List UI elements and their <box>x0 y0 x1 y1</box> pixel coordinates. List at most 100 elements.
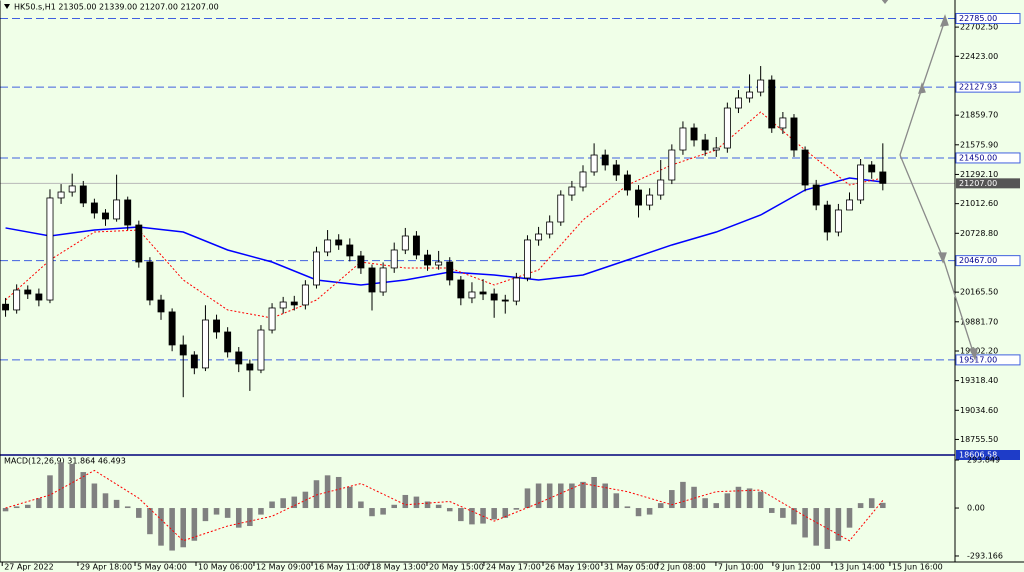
macd-bar <box>91 483 98 509</box>
candle-body <box>668 149 676 181</box>
candle-body <box>390 249 398 269</box>
level-label-box <box>955 81 1021 93</box>
macd-bar <box>280 498 286 509</box>
macd-bar <box>446 508 453 512</box>
macd-bar <box>491 508 497 520</box>
macd-bar <box>746 488 753 509</box>
candle-body <box>446 261 454 281</box>
candle-body <box>346 244 354 257</box>
price-pane <box>0 17 955 456</box>
candle-body <box>779 117 787 129</box>
candle-body <box>57 191 65 199</box>
y-tick-label: 20165.50 <box>960 288 998 297</box>
y-tick-label: 21575.90 <box>960 140 998 149</box>
macd-bar <box>724 493 731 509</box>
macd-bar <box>69 463 75 509</box>
macd-bar <box>102 493 109 509</box>
collapse-icon[interactable] <box>4 4 10 9</box>
macd-bar <box>768 508 775 513</box>
macd-bar <box>380 508 386 515</box>
macd-bar <box>624 506 631 509</box>
candle-body <box>812 184 820 206</box>
candle-body <box>190 354 198 369</box>
macd-bar <box>169 508 175 551</box>
candle-body <box>701 139 709 151</box>
arrow-down-mid <box>937 252 947 264</box>
macd-bar <box>313 480 320 509</box>
macd-bar <box>780 508 786 518</box>
macd-bar <box>369 508 375 517</box>
macd-bar <box>147 508 153 535</box>
candle-body <box>368 267 376 293</box>
x-tick-label: 27 Apr 2022 <box>4 563 53 572</box>
macd-bar <box>868 498 875 509</box>
macd-bar <box>524 488 531 509</box>
y-tick-label: 19318.40 <box>960 376 998 385</box>
candle-body <box>290 301 298 306</box>
y-tick-label: 22423.00 <box>960 52 998 61</box>
candle-body <box>535 233 543 241</box>
level-label-box <box>955 255 1021 267</box>
candle-body <box>79 185 87 204</box>
macd-bar <box>402 494 409 509</box>
macd-bar <box>258 508 264 515</box>
macd-bar <box>802 508 808 538</box>
y-tick-label: 22702.50 <box>960 23 998 32</box>
macd-bar <box>269 501 275 509</box>
macd-bar <box>535 483 542 509</box>
macd-bar <box>613 493 620 509</box>
projection-arrows <box>881 0 978 361</box>
candle-body <box>68 185 76 193</box>
macd-bar <box>247 508 253 527</box>
candle-body <box>179 344 187 356</box>
candle-body <box>213 319 220 333</box>
candle-body <box>235 351 243 365</box>
last-price-label: 21207.00 <box>959 179 997 188</box>
candle-body <box>435 261 443 266</box>
candle-body <box>2 303 10 311</box>
candle-body <box>679 127 687 151</box>
macd-bar <box>558 483 564 509</box>
x-tick-label: 20 May 15:00 <box>429 563 484 572</box>
candle-body <box>524 239 531 279</box>
macd-bar <box>735 486 742 509</box>
y-tick-label: 0.00 <box>967 504 985 513</box>
level-label: 21450.00 <box>959 153 997 162</box>
candle-body <box>823 204 831 233</box>
y-tick-label: 20728.80 <box>960 229 998 238</box>
macd-bar <box>857 503 864 509</box>
x-tick-label: 26 May 19:00 <box>545 563 600 572</box>
macd-bar <box>2 508 9 512</box>
macd-bar <box>13 506 20 509</box>
candle-body <box>124 199 132 226</box>
candle-body <box>635 189 642 206</box>
x-tick-label: 16 May 11:00 <box>314 563 369 572</box>
y-tick-label: 19881.70 <box>960 317 998 326</box>
candle-body <box>468 291 476 299</box>
macd-bar <box>113 499 120 509</box>
candle-body <box>646 194 654 206</box>
macd-bar <box>80 472 87 509</box>
x-tick-label: 10 May 06:00 <box>198 563 253 572</box>
last-price-box <box>956 178 1020 189</box>
macd-pane: MACD(12,26,9) 31.864 46.493 <box>2 457 886 551</box>
x-tick-label: 5 May 04:00 <box>137 563 187 572</box>
macd-bar <box>224 508 231 518</box>
macd-bar <box>757 491 764 509</box>
macd-bar <box>546 483 553 509</box>
macd-bar <box>413 496 420 509</box>
candle-body <box>712 147 720 151</box>
candle-body <box>735 97 742 109</box>
candle-body <box>579 171 587 188</box>
candle-body <box>335 239 343 246</box>
arrow-up-head <box>939 14 949 27</box>
candle-body <box>35 293 43 301</box>
candle-body <box>801 149 809 186</box>
candle-body <box>201 319 209 369</box>
candle-body <box>457 279 465 299</box>
candle-body <box>246 363 254 371</box>
candle-body <box>301 284 309 306</box>
candle-body <box>590 154 598 173</box>
candle-body <box>135 224 143 263</box>
